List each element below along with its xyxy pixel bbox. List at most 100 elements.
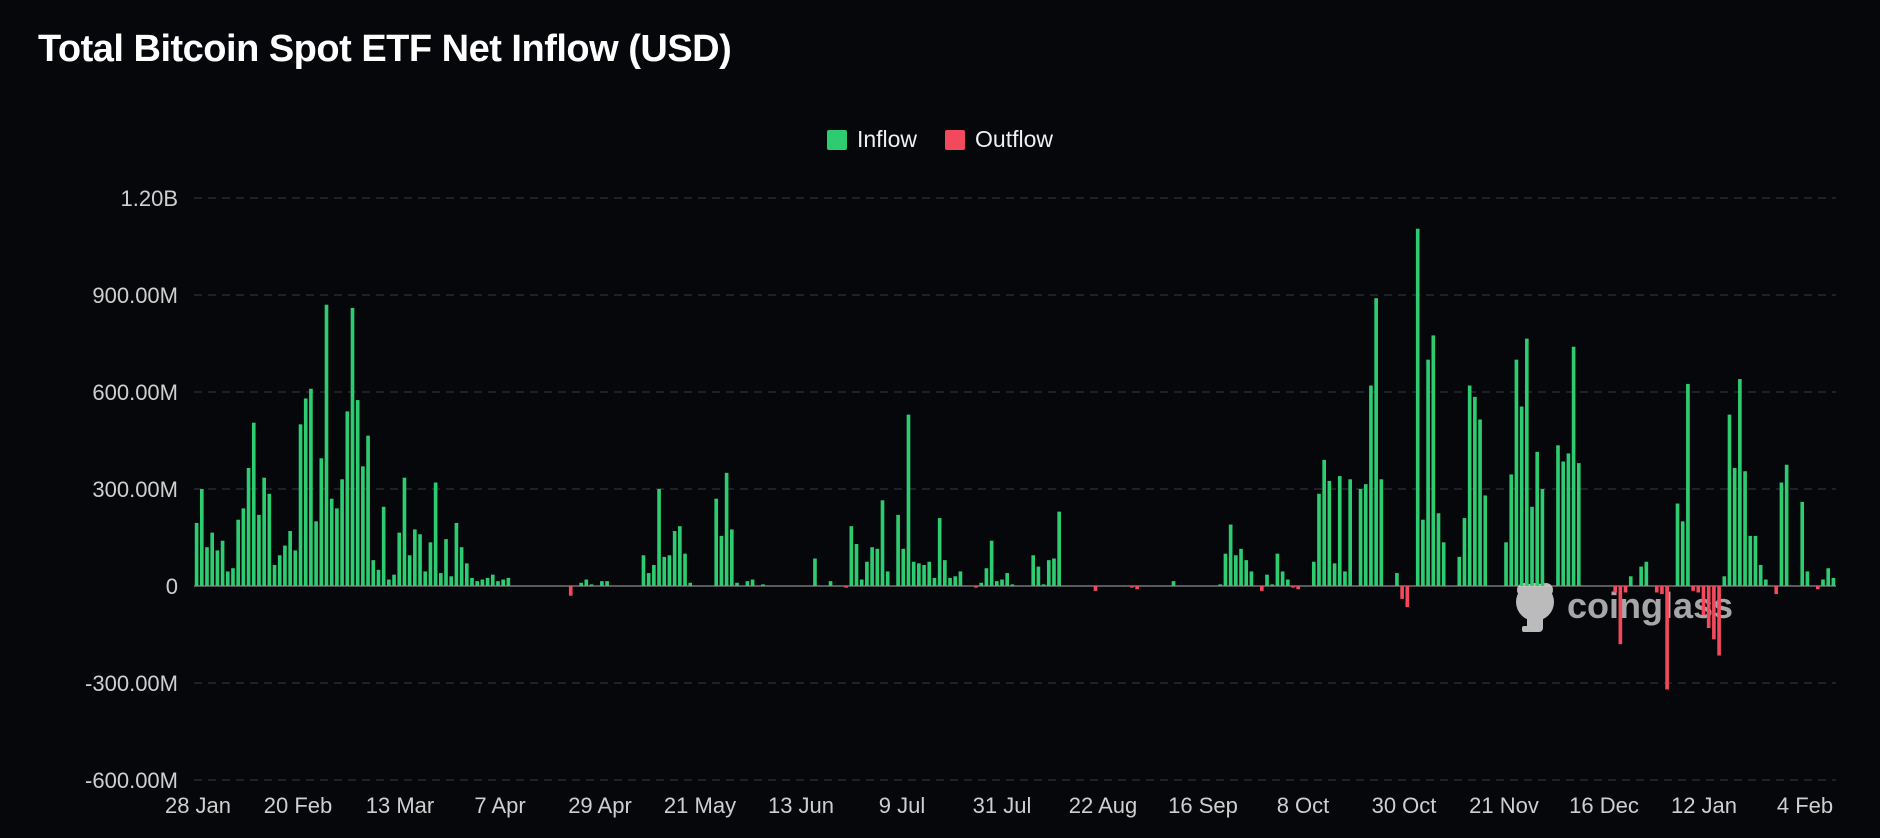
bar-inflow[interactable] xyxy=(407,555,412,586)
bar-inflow[interactable] xyxy=(652,564,656,586)
bar-inflow[interactable] xyxy=(885,571,890,586)
bar-inflow[interactable] xyxy=(1519,406,1524,586)
bar-inflow[interactable] xyxy=(1228,524,1233,586)
bar-outflow[interactable] xyxy=(1291,586,1295,588)
bar-inflow[interactable] xyxy=(1800,501,1805,586)
bar-inflow[interactable] xyxy=(906,414,911,586)
bar-inflow[interactable] xyxy=(1514,359,1519,586)
bar-inflow[interactable] xyxy=(1000,579,1004,586)
bar-inflow[interactable] xyxy=(314,521,318,586)
bar-inflow[interactable] xyxy=(1628,576,1633,586)
bar-outflow[interactable] xyxy=(1717,586,1721,656)
bar-inflow[interactable] xyxy=(745,581,750,586)
bar-inflow[interactable] xyxy=(646,573,651,586)
bar-inflow[interactable] xyxy=(1332,563,1337,586)
bar-inflow[interactable] xyxy=(1010,584,1015,586)
bar-inflow[interactable] xyxy=(1561,461,1566,586)
bar-inflow[interactable] xyxy=(345,411,350,586)
bar-inflow[interactable] xyxy=(1805,571,1810,586)
bar-inflow[interactable] xyxy=(423,571,428,586)
bar-inflow[interactable] xyxy=(366,435,370,586)
bar-inflow[interactable] xyxy=(381,506,386,586)
bar-inflow[interactable] xyxy=(267,493,272,586)
bar-inflow[interactable] xyxy=(496,581,500,586)
bar-inflow[interactable] xyxy=(241,508,246,586)
bar-inflow[interactable] xyxy=(1556,445,1560,586)
bar-inflow[interactable] xyxy=(1509,474,1514,586)
bar-inflow[interactable] xyxy=(1421,519,1425,586)
bar-inflow[interactable] xyxy=(1504,542,1508,586)
bar-inflow[interactable] xyxy=(1223,553,1228,586)
bar-inflow[interactable] xyxy=(678,526,682,586)
bar-inflow[interactable] xyxy=(1436,513,1441,586)
bar-inflow[interactable] xyxy=(1415,228,1420,586)
bar-inflow[interactable] xyxy=(387,579,391,586)
bar-inflow[interactable] xyxy=(210,532,215,586)
bar-inflow[interactable] xyxy=(1036,566,1041,586)
bar-outflow[interactable] xyxy=(1654,586,1659,593)
bar-inflow[interactable] xyxy=(361,466,365,586)
bar-inflow[interactable] xyxy=(1337,476,1342,586)
bar-inflow[interactable] xyxy=(1249,571,1254,586)
legend-item-inflow[interactable]: Inflow xyxy=(826,126,917,153)
bar-inflow[interactable] xyxy=(340,479,344,586)
bar-inflow[interactable] xyxy=(600,581,604,586)
bar-inflow[interactable] xyxy=(283,545,287,586)
bar-inflow[interactable] xyxy=(1031,555,1036,586)
bar-inflow[interactable] xyxy=(729,529,734,586)
bar-inflow[interactable] xyxy=(288,531,292,586)
bar-inflow[interactable] xyxy=(490,574,495,586)
bar-inflow[interactable] xyxy=(958,571,963,586)
bar-inflow[interactable] xyxy=(1234,555,1238,586)
bar-inflow[interactable] xyxy=(1831,577,1836,586)
bar-inflow[interactable] xyxy=(309,388,313,586)
bar-inflow[interactable] xyxy=(215,550,220,586)
bar-outflow[interactable] xyxy=(1135,586,1139,590)
bar-inflow[interactable] xyxy=(480,579,485,586)
bar-inflow[interactable] xyxy=(277,555,282,586)
bar-outflow[interactable] xyxy=(1093,586,1098,591)
bar-inflow[interactable] xyxy=(1566,453,1571,586)
bar-outflow[interactable] xyxy=(568,586,573,596)
bar-outflow[interactable] xyxy=(1774,586,1779,595)
bar-outflow[interactable] xyxy=(1405,586,1410,608)
bar-outflow[interactable] xyxy=(1660,586,1664,595)
bar-inflow[interactable] xyxy=(1483,495,1488,586)
bar-inflow[interactable] xyxy=(1753,535,1758,586)
bar-inflow[interactable] xyxy=(1576,463,1581,586)
bar-inflow[interactable] xyxy=(251,422,256,586)
bar-inflow[interactable] xyxy=(1722,576,1727,586)
bar-inflow[interactable] xyxy=(355,400,360,586)
bar-inflow[interactable] xyxy=(506,577,511,586)
bar-inflow[interactable] xyxy=(1727,414,1732,586)
bar-inflow[interactable] xyxy=(828,581,833,586)
bar-inflow[interactable] xyxy=(1473,396,1477,586)
bar-inflow[interactable] xyxy=(994,581,999,586)
bar-inflow[interactable] xyxy=(418,534,422,586)
bar-inflow[interactable] xyxy=(854,543,859,586)
bar-inflow[interactable] xyxy=(205,547,209,586)
bar-inflow[interactable] xyxy=(199,489,204,586)
bar-inflow[interactable] xyxy=(1275,553,1280,586)
bar-inflow[interactable] xyxy=(1530,506,1534,586)
bar-inflow[interactable] xyxy=(1779,482,1784,586)
bar-inflow[interactable] xyxy=(750,579,755,586)
bar-inflow[interactable] xyxy=(1348,479,1352,586)
bar-inflow[interactable] xyxy=(865,561,869,586)
bar-inflow[interactable] xyxy=(501,579,505,586)
bar-inflow[interactable] xyxy=(1369,385,1373,586)
bar-inflow[interactable] xyxy=(470,577,474,586)
bar-inflow[interactable] xyxy=(1571,346,1576,586)
bar-inflow[interactable] xyxy=(1395,573,1399,586)
bar-inflow[interactable] xyxy=(1343,571,1347,586)
bar-inflow[interactable] xyxy=(1280,571,1285,586)
bar-inflow[interactable] xyxy=(1738,379,1742,586)
bar-outflow[interactable] xyxy=(1712,586,1716,640)
bar-inflow[interactable] xyxy=(932,577,937,586)
bar-inflow[interactable] xyxy=(413,529,417,586)
bar-inflow[interactable] xyxy=(1046,560,1051,586)
bar-inflow[interactable] xyxy=(719,535,724,586)
bar-inflow[interactable] xyxy=(433,482,438,586)
bar-outflow[interactable] xyxy=(1701,586,1706,616)
bar-inflow[interactable] xyxy=(194,522,199,586)
